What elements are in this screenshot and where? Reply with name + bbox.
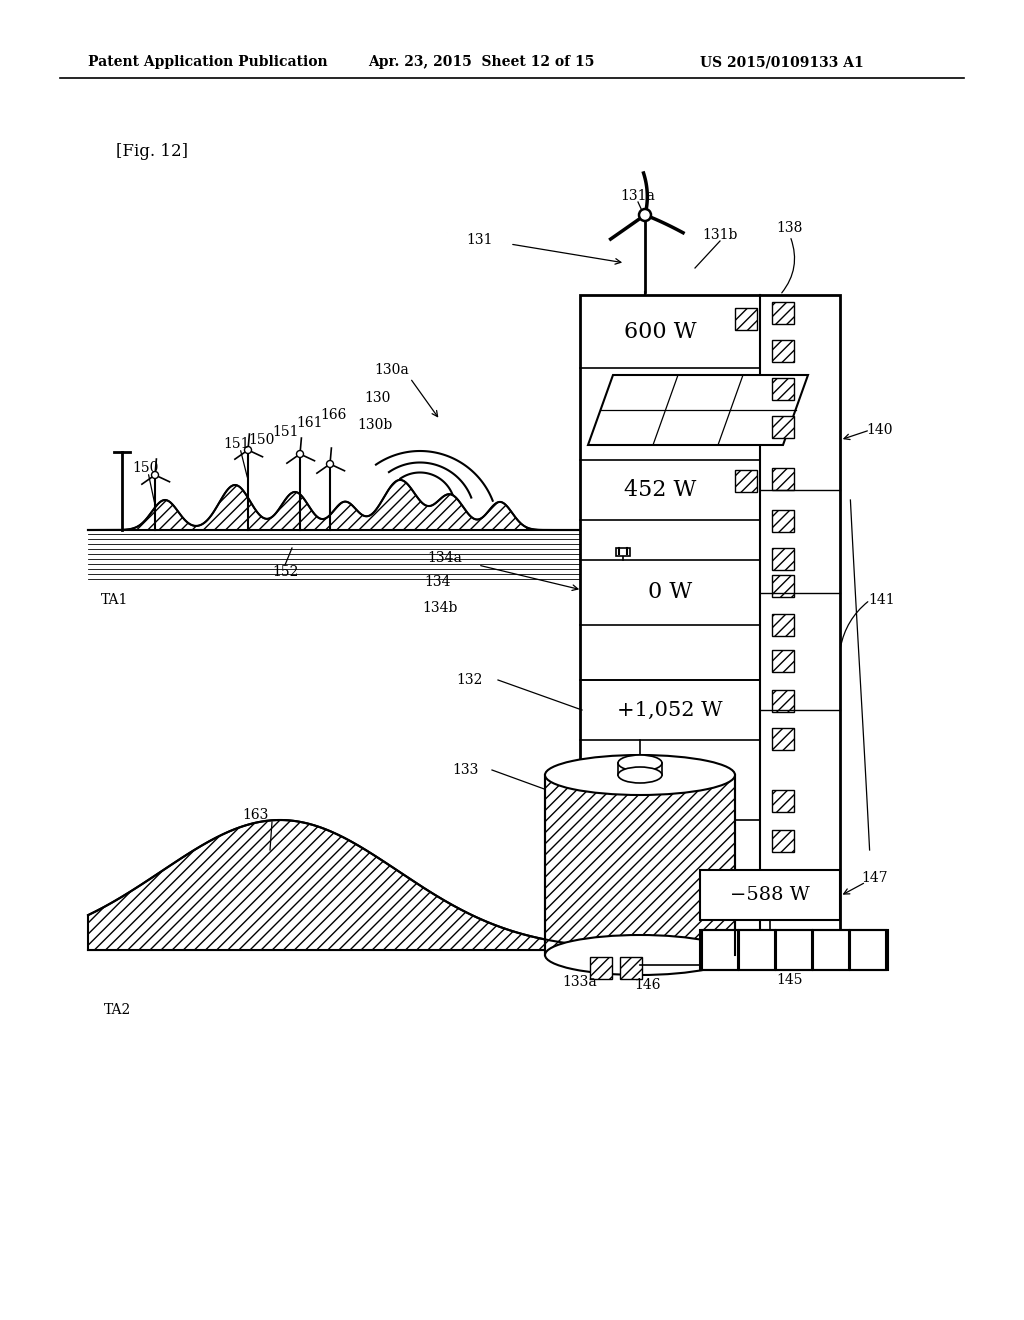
Text: 134: 134 — [425, 576, 452, 589]
Text: 134a: 134a — [428, 550, 463, 565]
Text: 130a: 130a — [375, 363, 410, 378]
Text: 150: 150 — [132, 461, 158, 475]
Bar — [702, 931, 738, 970]
Text: 152: 152 — [271, 565, 298, 579]
Bar — [772, 690, 794, 711]
Text: Patent Application Publication: Patent Application Publication — [88, 55, 328, 69]
Bar — [620, 957, 642, 979]
Bar — [700, 931, 888, 970]
Bar — [772, 830, 794, 851]
Text: 131a: 131a — [621, 189, 655, 203]
Text: 146: 146 — [635, 978, 662, 993]
Bar — [772, 302, 794, 323]
Polygon shape — [88, 820, 620, 950]
Text: 131: 131 — [467, 234, 494, 247]
Bar — [772, 548, 794, 570]
Text: −588 W: −588 W — [730, 886, 810, 904]
Bar — [813, 931, 849, 970]
Text: 131b: 131b — [702, 228, 737, 242]
Bar — [772, 729, 794, 750]
Text: 132: 132 — [457, 673, 483, 686]
Text: 150: 150 — [249, 433, 275, 447]
Bar — [772, 341, 794, 362]
Bar — [772, 576, 794, 597]
Text: TA2: TA2 — [104, 1003, 132, 1016]
Text: 163: 163 — [242, 808, 268, 822]
Bar — [616, 548, 630, 556]
Text: 0 W: 0 W — [648, 582, 692, 603]
Bar — [772, 510, 794, 532]
Bar — [772, 649, 794, 672]
Text: 130b: 130b — [357, 418, 392, 432]
Text: [Fig. 12]: [Fig. 12] — [116, 144, 188, 161]
Polygon shape — [545, 775, 735, 954]
Bar — [739, 931, 775, 970]
Circle shape — [327, 461, 334, 467]
Bar — [772, 614, 794, 636]
Ellipse shape — [618, 755, 662, 771]
Text: 151: 151 — [272, 425, 299, 440]
Text: 452 W: 452 W — [624, 479, 696, 502]
Bar — [735, 308, 757, 330]
Text: 134b: 134b — [422, 601, 458, 615]
Text: US 2015/0109133 A1: US 2015/0109133 A1 — [700, 55, 864, 69]
Text: 166: 166 — [321, 408, 347, 422]
Bar — [772, 416, 794, 438]
Text: 130: 130 — [365, 391, 391, 405]
Bar — [850, 931, 886, 970]
Bar — [772, 469, 794, 490]
Text: 151: 151 — [224, 437, 250, 451]
Ellipse shape — [545, 935, 735, 975]
Text: 133a: 133a — [562, 975, 597, 989]
Text: TA1: TA1 — [101, 593, 129, 607]
Text: Apr. 23, 2015  Sheet 12 of 15: Apr. 23, 2015 Sheet 12 of 15 — [368, 55, 594, 69]
Bar — [772, 378, 794, 400]
Bar — [700, 870, 840, 920]
Text: 147: 147 — [861, 871, 888, 884]
Text: 161: 161 — [297, 416, 324, 430]
Bar — [580, 294, 840, 960]
Bar — [590, 957, 612, 979]
Bar — [776, 931, 812, 970]
Polygon shape — [588, 375, 808, 445]
Bar — [772, 789, 794, 812]
Circle shape — [245, 446, 252, 454]
Ellipse shape — [545, 755, 735, 795]
Text: 133: 133 — [452, 763, 478, 777]
Ellipse shape — [618, 767, 662, 783]
Circle shape — [152, 471, 159, 479]
Text: 141: 141 — [868, 593, 895, 607]
Circle shape — [297, 450, 303, 458]
Text: +1,052 W: +1,052 W — [617, 701, 723, 719]
Text: 600 W: 600 W — [624, 321, 696, 342]
Text: 145: 145 — [777, 973, 803, 987]
Text: 138: 138 — [777, 220, 803, 235]
Bar — [735, 470, 757, 492]
Text: 140: 140 — [866, 422, 893, 437]
Circle shape — [639, 209, 651, 220]
Polygon shape — [88, 480, 578, 531]
